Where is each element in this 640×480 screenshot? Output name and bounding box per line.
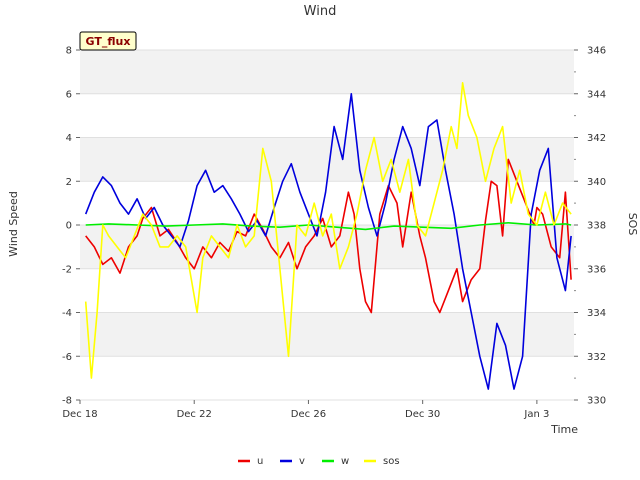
- y2-tick-label: 336: [587, 264, 606, 275]
- series-line-w: [85, 222, 572, 231]
- x-tick-label: Dec 30: [405, 409, 440, 420]
- chart-title: Wind: [304, 4, 337, 19]
- gt-flux-badge: GT_flux: [79, 31, 137, 51]
- y-tick-label: 2: [66, 177, 72, 188]
- x-tick-label: Dec 22: [177, 409, 212, 420]
- badge-box: [79, 31, 137, 51]
- y-tick-label: -2: [62, 264, 72, 275]
- y2-axis-title: SOS: [626, 213, 639, 236]
- grid-band: [80, 93, 574, 138]
- legend: u v w sos: [238, 456, 400, 467]
- x-axis-title: Time: [550, 423, 578, 436]
- y-tick-label: 8: [66, 46, 72, 57]
- y2-tick-label: 330: [587, 396, 606, 407]
- y-tick-label: -8: [62, 396, 72, 407]
- y2-tick-label: 340: [587, 177, 606, 188]
- y2-tick-label: 346: [587, 46, 606, 57]
- y-axis-title: Wind Speed: [7, 191, 20, 257]
- axes: -8 -6 -4 -2 0 2 4 6 8 330 332 334 336 338 340 342 344 346…: [62, 46, 606, 421]
- x-tick-label: Dec 18: [62, 409, 97, 420]
- y-tick-label: 4: [66, 133, 72, 144]
- grid-band: [80, 356, 574, 400]
- grid-band: [80, 268, 574, 313]
- series-line-u: [85, 158, 572, 314]
- grid-band: [80, 50, 574, 94]
- y-tick-label: 0: [66, 221, 72, 232]
- x-tick-label: Dec 26: [291, 409, 326, 420]
- y2-tick-label: 338: [587, 221, 606, 232]
- y2-tick-label: 334: [587, 308, 606, 319]
- grid-band: [80, 137, 574, 182]
- grid-band: [80, 312, 574, 357]
- y-tick-label: 6: [66, 89, 72, 100]
- series-line-v: [84, 93, 572, 390]
- legend-label-w: w: [341, 456, 349, 467]
- legend-label-sos: sos: [383, 456, 400, 467]
- y-tick-label: -6: [62, 352, 72, 363]
- y2-tick-label: 342: [587, 133, 606, 144]
- grid-band: [80, 181, 574, 225]
- y-tick-label: -4: [62, 308, 72, 319]
- series-line-sos: [84, 82, 572, 379]
- y2-tick-label: 332: [587, 352, 606, 363]
- legend-label-v: v: [299, 456, 305, 467]
- series-lines: [84, 82, 572, 390]
- x-tick-label: Jan 3: [523, 409, 549, 420]
- legend-label-u: u: [257, 456, 263, 467]
- badge-label: GT_flux: [86, 35, 131, 48]
- y2-tick-label: 344: [587, 89, 606, 100]
